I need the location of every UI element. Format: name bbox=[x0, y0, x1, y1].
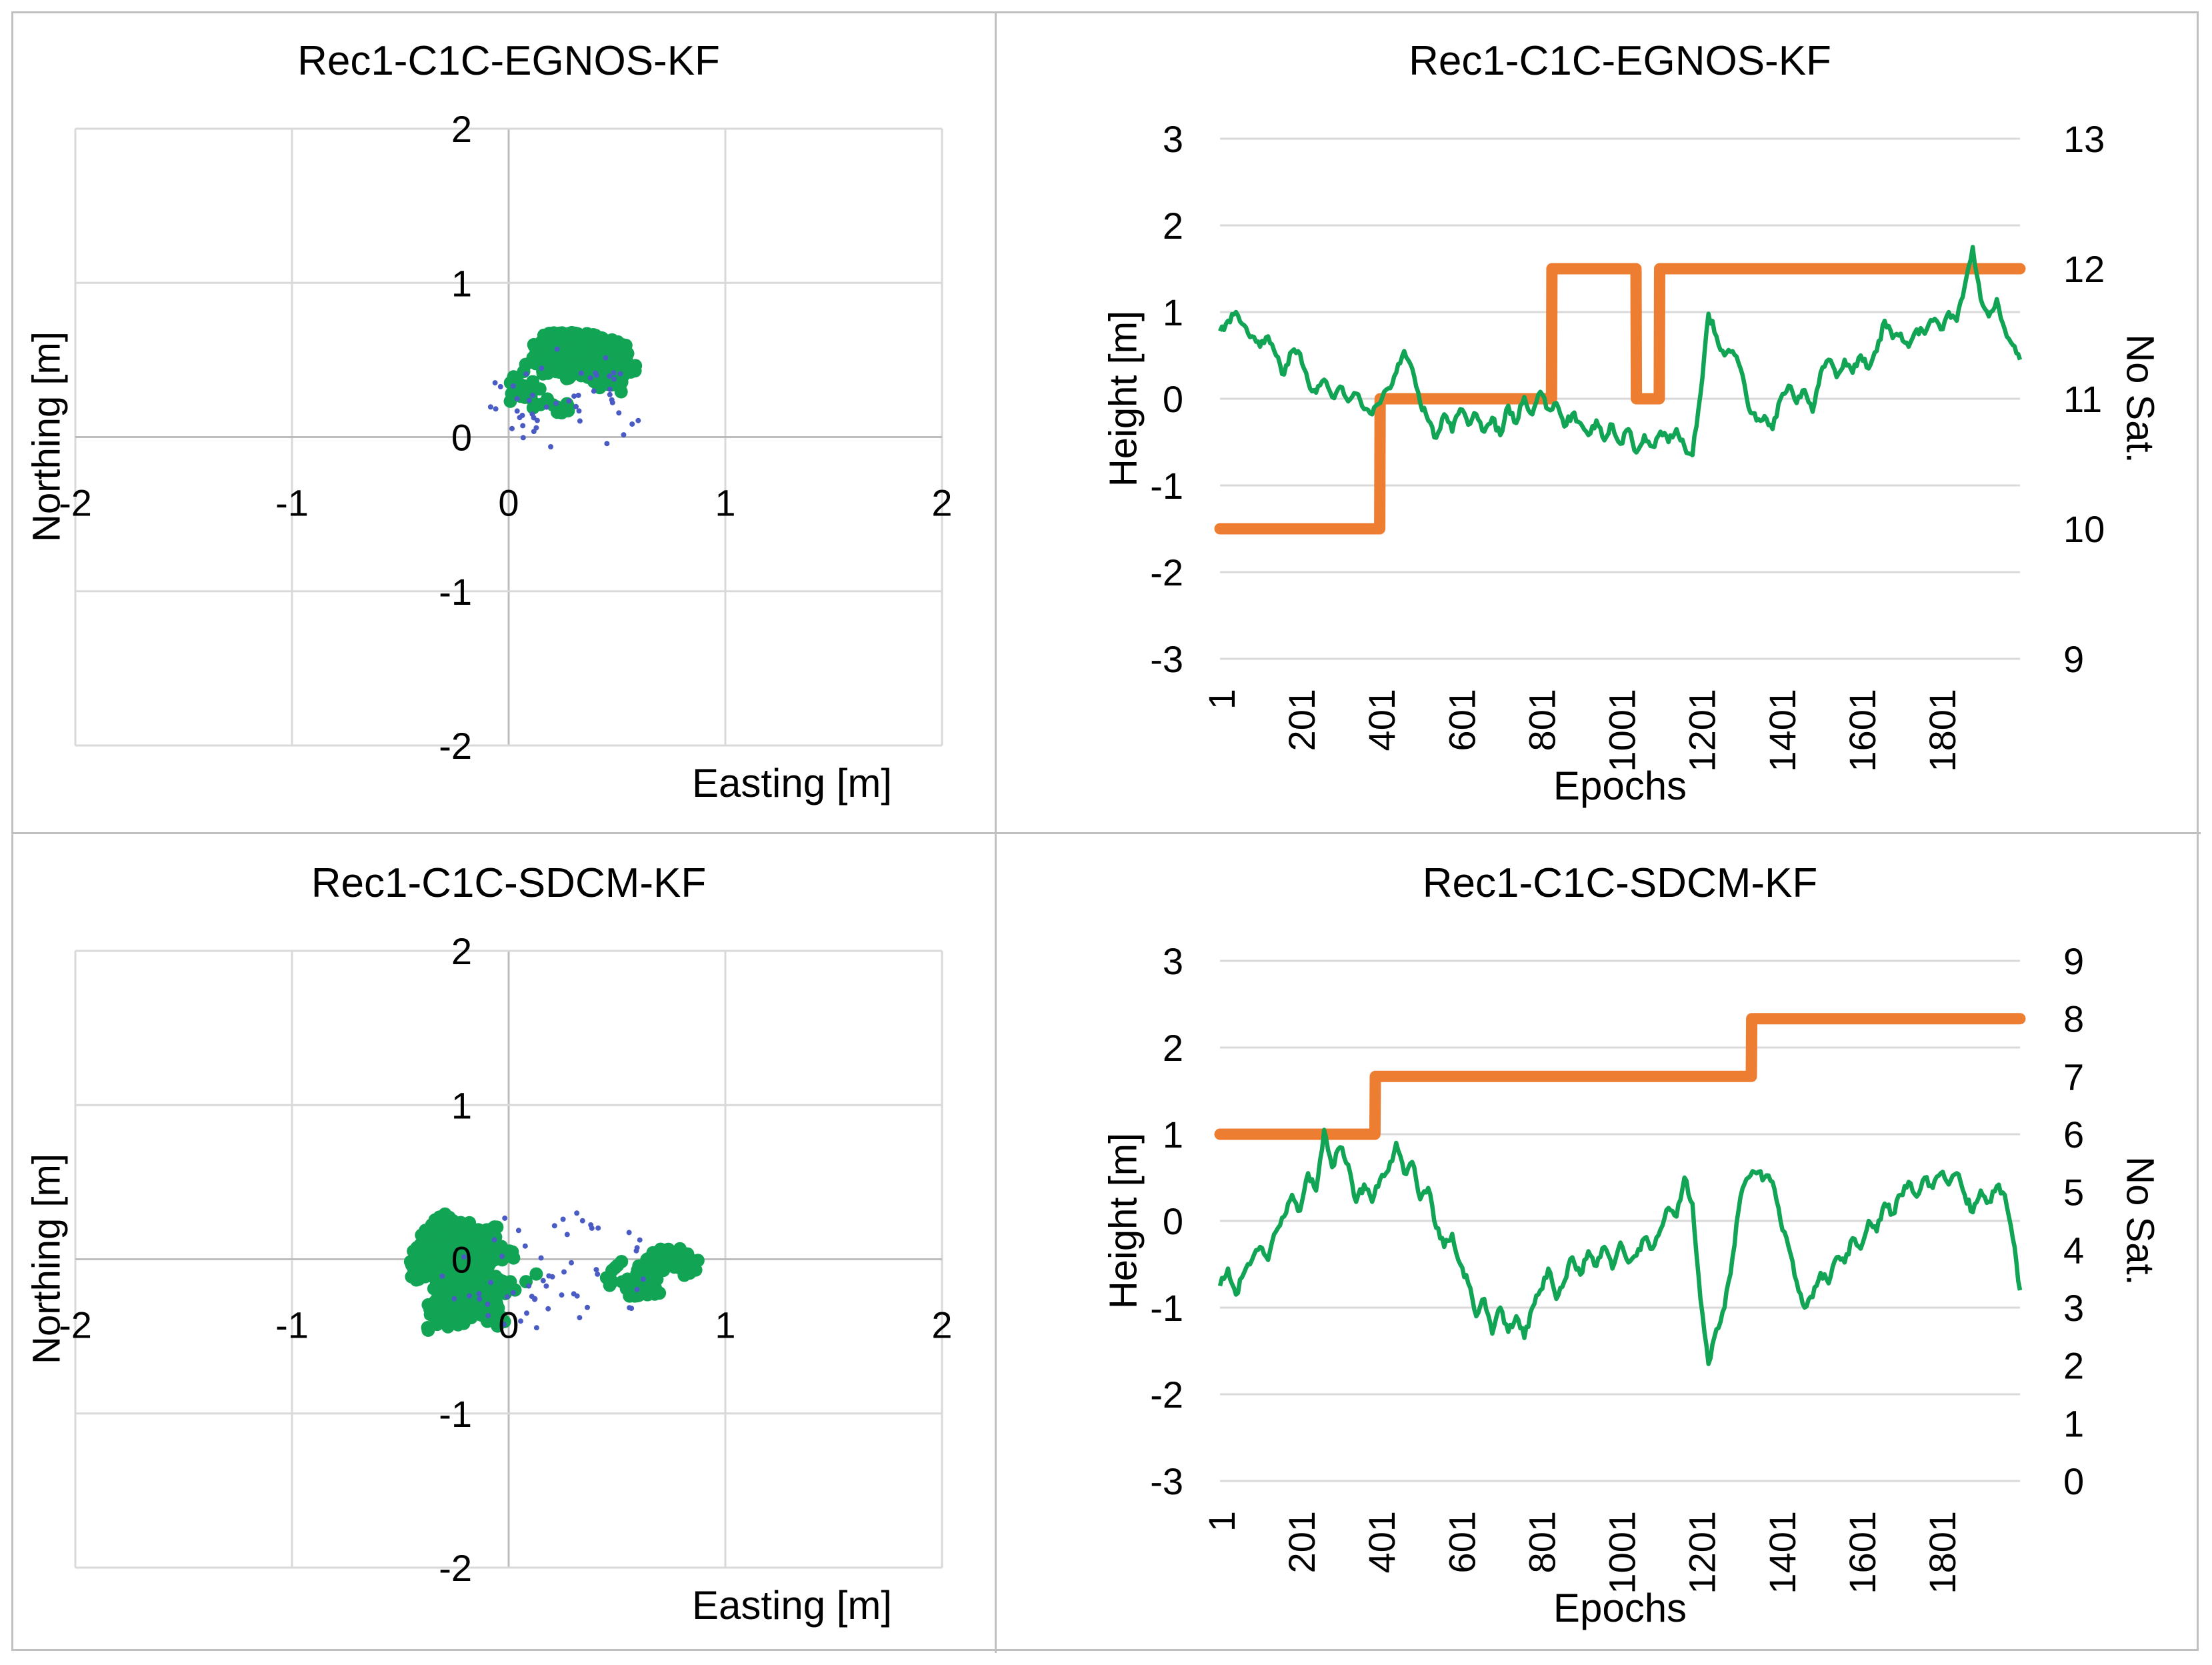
svg-text:1001: 1001 bbox=[1601, 689, 1643, 772]
svg-text:1: 1 bbox=[451, 1084, 472, 1126]
svg-text:7: 7 bbox=[2063, 1056, 2084, 1098]
svg-text:1401: 1401 bbox=[1761, 689, 1803, 772]
panel-egnos-scatter: -2 -1 0 1 2 2 1 0 -1 -2 Rec1-C1C-EGNOS-KF Northin… bbox=[12, 12, 997, 834]
svg-text:0: 0 bbox=[451, 417, 472, 459]
panel-sdcm-scatter: -2 -1 0 1 2 2 1 0 -1 -2 Rec1-C1C-SDCM-KF Northing… bbox=[12, 834, 997, 1656]
svg-text:601: 601 bbox=[1441, 1511, 1483, 1573]
svg-text:-2: -2 bbox=[439, 1547, 472, 1589]
svg-text:0: 0 bbox=[1163, 378, 1183, 420]
chart-title: Rec1-C1C-EGNOS-KF bbox=[1409, 38, 1831, 84]
svg-text:13: 13 bbox=[2063, 118, 2105, 160]
svg-text:-1: -1 bbox=[275, 482, 309, 524]
svg-text:9: 9 bbox=[2063, 638, 2084, 680]
svg-text:3: 3 bbox=[2063, 1287, 2084, 1329]
svg-text:201: 201 bbox=[1281, 1511, 1323, 1573]
chart-title: Rec1-C1C-EGNOS-KF bbox=[297, 38, 720, 84]
left-y-axis-title: Height [m] bbox=[1101, 310, 1145, 487]
svg-text:801: 801 bbox=[1521, 689, 1563, 751]
panel-sdcm-line: 3 2 1 0 -1 -2 -3 9 8 7 6 5 4 3 2 1 0 1 201 401 601 801 1001 120… bbox=[997, 834, 2200, 1656]
y-axis-title: Northing [m] bbox=[25, 1154, 69, 1364]
svg-text:1401: 1401 bbox=[1761, 1511, 1803, 1594]
horizontal-divider bbox=[11, 832, 2201, 834]
left-y-axis-title: Height [m] bbox=[1101, 1132, 1145, 1310]
svg-text:-2: -2 bbox=[59, 482, 92, 524]
svg-text:1: 1 bbox=[1163, 291, 1183, 333]
x-axis-title: Epochs bbox=[1553, 1586, 1687, 1630]
svg-text:2: 2 bbox=[931, 1304, 952, 1346]
x-axis-title: Epochs bbox=[1553, 763, 1687, 808]
svg-text:6: 6 bbox=[2063, 1114, 2084, 1156]
svg-text:-1: -1 bbox=[1150, 1287, 1183, 1329]
egnos-scatter-plot: -2 -1 0 1 2 2 1 0 -1 -2 bbox=[59, 108, 952, 767]
svg-text:-1: -1 bbox=[1150, 465, 1183, 507]
svg-text:1201: 1201 bbox=[1681, 689, 1723, 772]
svg-text:-3: -3 bbox=[1150, 638, 1183, 680]
y-axis-title: Northing [m] bbox=[25, 331, 69, 542]
svg-text:0: 0 bbox=[451, 1239, 472, 1281]
svg-text:1801: 1801 bbox=[1921, 1511, 1963, 1594]
right-y-axis-title: No Sat. bbox=[2118, 1156, 2162, 1286]
svg-text:2: 2 bbox=[451, 930, 472, 972]
svg-text:-1: -1 bbox=[275, 1304, 309, 1346]
svg-text:-1: -1 bbox=[439, 571, 472, 613]
svg-text:5: 5 bbox=[2063, 1172, 2084, 1214]
svg-text:1: 1 bbox=[451, 262, 472, 304]
svg-text:1601: 1601 bbox=[1841, 1511, 1883, 1594]
svg-text:9: 9 bbox=[2063, 940, 2084, 982]
svg-text:-3: -3 bbox=[1150, 1460, 1183, 1502]
panel-egnos-line: 3 2 1 0 -1 -2 -3 13 12 11 10 9 1 201 401 601 801 1001 1201… bbox=[997, 12, 2200, 834]
svg-text:-1: -1 bbox=[439, 1393, 472, 1435]
right-y-axis-title: No Sat. bbox=[2118, 334, 2162, 463]
outer-frame bbox=[11, 11, 2199, 1651]
svg-text:3: 3 bbox=[1163, 118, 1183, 160]
svg-text:2: 2 bbox=[2063, 1345, 2084, 1387]
svg-text:0: 0 bbox=[498, 482, 519, 524]
svg-text:2: 2 bbox=[1163, 1027, 1183, 1069]
svg-text:2: 2 bbox=[931, 482, 952, 524]
svg-text:0: 0 bbox=[498, 1304, 519, 1346]
svg-text:3: 3 bbox=[1163, 940, 1183, 982]
svg-text:801: 801 bbox=[1521, 1511, 1563, 1573]
svg-text:12: 12 bbox=[2063, 248, 2105, 290]
svg-text:4: 4 bbox=[2063, 1229, 2084, 1271]
svg-text:1201: 1201 bbox=[1681, 1511, 1723, 1594]
x-axis-title: Easting [m] bbox=[691, 761, 893, 805]
svg-text:11: 11 bbox=[2063, 378, 2102, 420]
svg-text:0: 0 bbox=[2063, 1460, 2084, 1502]
svg-text:401: 401 bbox=[1361, 689, 1403, 751]
svg-text:2: 2 bbox=[1163, 205, 1183, 247]
svg-text:1: 1 bbox=[1201, 1511, 1243, 1532]
x-axis-title: Easting [m] bbox=[691, 1583, 893, 1628]
svg-text:1: 1 bbox=[1163, 1114, 1183, 1156]
svg-text:1601: 1601 bbox=[1841, 689, 1883, 772]
svg-text:1: 1 bbox=[1201, 689, 1243, 709]
svg-text:-2: -2 bbox=[439, 725, 472, 767]
svg-text:8: 8 bbox=[2063, 998, 2084, 1040]
chart-title: Rec1-C1C-SDCM-KF bbox=[1422, 860, 1818, 906]
svg-text:201: 201 bbox=[1281, 689, 1323, 751]
svg-text:401: 401 bbox=[1361, 1511, 1403, 1573]
svg-text:-2: -2 bbox=[1150, 551, 1183, 593]
svg-text:1: 1 bbox=[2063, 1402, 2084, 1444]
chart-title: Rec1-C1C-SDCM-KF bbox=[311, 860, 707, 906]
svg-text:601: 601 bbox=[1441, 689, 1483, 751]
svg-text:1001: 1001 bbox=[1601, 1511, 1643, 1594]
svg-text:1: 1 bbox=[715, 1304, 735, 1346]
svg-text:-2: -2 bbox=[59, 1304, 92, 1346]
svg-text:-2: -2 bbox=[1150, 1374, 1183, 1416]
svg-text:10: 10 bbox=[2063, 508, 2105, 550]
sdcm-scatter-plot: -2 -1 0 1 2 2 1 0 -1 -2 bbox=[59, 930, 952, 1589]
svg-text:1: 1 bbox=[715, 482, 735, 524]
svg-text:1801: 1801 bbox=[1921, 689, 1963, 772]
svg-text:2: 2 bbox=[451, 108, 472, 150]
svg-text:0: 0 bbox=[1163, 1200, 1183, 1242]
